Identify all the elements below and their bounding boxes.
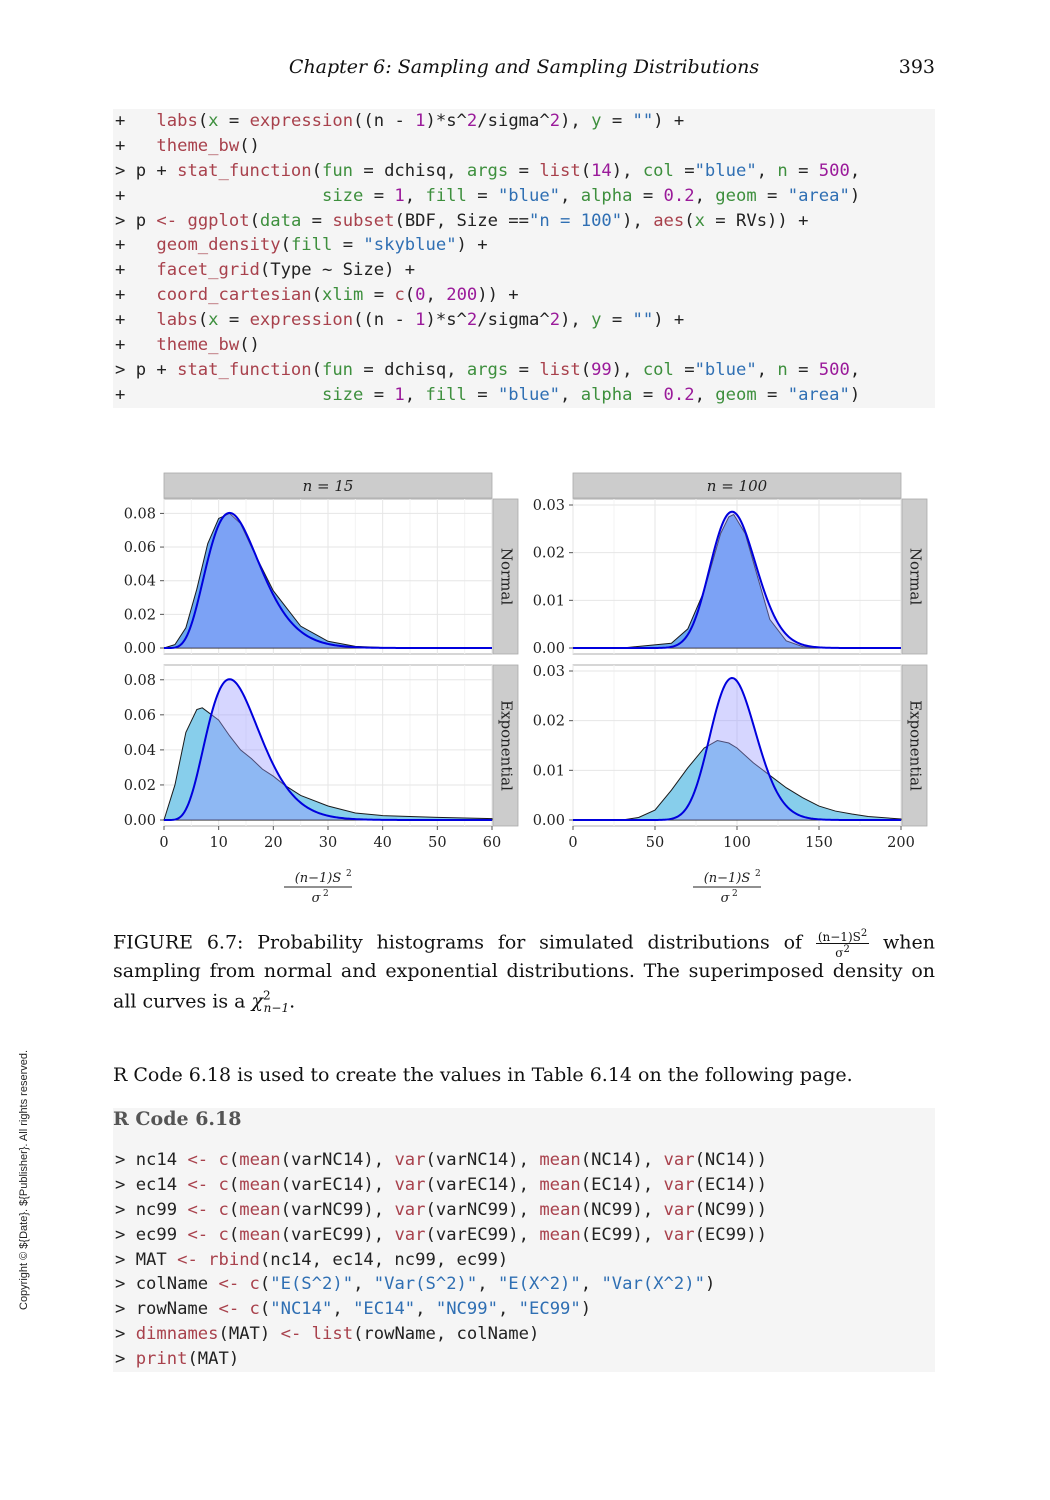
code2-line-4: > ec99 <- c(mean(varEC99), var(varEC99),… [115,1224,768,1245]
page-number: 393 [898,56,935,78]
code1-line-3: > p + stat_function(fun = dchisq, args =… [115,160,861,181]
ytick-label-right-normal-0: 0.00 [533,641,565,657]
code1-line-12: + size = 1, fill = "blue", alpha = 0.2, … [115,384,861,405]
xtick-label-left-5: 50 [428,835,446,851]
code2-line-9: > print(MAT) [115,1349,240,1370]
chisq-fill-left-normal [164,512,492,648]
strip-right-label-left-normal: Normal [498,548,516,605]
ytick-label-left-exponential-0: 0.00 [124,813,156,829]
xtick-label-right-1: 50 [646,835,664,851]
xlabel-num-left: (n−1)S [295,871,342,886]
chisq-curve-right-exponential [573,677,901,821]
code1-line-6: + geom_density(fill = "skyblue") + [115,235,488,256]
code1-line-11: > p + stat_function(fun = dchisq, args =… [115,359,861,380]
figure-caption: FIGURE 6.7: Probability histograms for s… [113,928,935,1016]
ytick-label-right-normal-2: 0.02 [533,546,565,562]
xtick-label-left-2: 20 [264,835,282,851]
strip-right-label-left-exponential: Exponential [498,700,516,791]
code1-line-9: + labs(x = expression((n - 1)*s^2/sigma^… [115,310,685,331]
strip-right-left-exponential [492,664,519,827]
chi-square-symbol: χ2n−1 [251,989,290,1016]
strip-top-right [572,472,902,499]
caption-frac-den: σ [835,946,844,960]
ytick-label-right-exponential-1: 0.01 [533,763,565,779]
chisq-curve-right-normal [573,510,901,649]
code1-line-7: + facet_grid(Type ~ Size) + [115,260,416,281]
empirical-density-left-exponential [163,707,493,821]
code1-line-4: + size = 1, fill = "blue", alpha = 0.2, … [115,185,861,206]
chisq-fill-right-normal [573,511,901,648]
xtick-label-right-0: 0 [568,835,577,851]
code-block-ggplot: + labs(x = expression((n - 1)*s^2/sigma^… [113,109,935,408]
xtick-label-left-3: 30 [319,835,337,851]
strip-right-left-normal [492,498,519,655]
ytick-label-right-exponential-2: 0.02 [533,714,565,730]
chisq-fill-right-exponential [573,678,901,820]
code2-line-1: > nc14 <- c(mean(varNC14), var(varNC14),… [115,1150,768,1170]
code-title: R Code 6.18 [113,1108,242,1130]
code2-line-8: > dimnames(MAT) <- list(rowName, colName… [115,1324,540,1345]
ytick-label-left-exponential-2: 0.04 [124,743,156,759]
chisq-fill-left-exponential [164,679,492,820]
code2-line-2: > ec14 <- c(mean(varEC14), var(varEC14),… [115,1174,768,1195]
caption-prefix: FIGURE 6.7: Probability histograms for s… [113,931,803,954]
strip-top-label-left: n = 15 [303,477,354,495]
strip-right-right-exponential [901,664,928,827]
strip-right-label-right-exponential: Exponential [907,700,925,791]
code2-line-6: > colName <- c("E(S^2)", "Var(S^2)", "E(… [115,1274,716,1295]
code2-line-3: > nc99 <- c(mean(varNC99), var(varNC99),… [115,1199,768,1220]
chisq-curve-left-normal [164,511,492,649]
ytick-label-right-exponential-3: 0.03 [533,664,565,680]
running-head: Chapter 6: Sampling and Sampling Distrib… [288,56,760,78]
xtick-label-left-0: 0 [159,835,168,851]
code-title-box: R Code 6.18 [113,1108,935,1148]
ytick-label-right-normal-3: 0.03 [533,498,565,514]
strip-right-label-right-normal: Normal [907,548,925,605]
code-block-matrix: > nc14 <- c(mean(varNC14), var(varNC14),… [113,1148,935,1373]
xtick-label-left-1: 10 [209,835,227,851]
ytick-label-left-exponential-4: 0.08 [124,673,156,689]
code1-line-5: > p <- ggplot(data = subset(BDF, Size ==… [115,210,809,231]
ytick-label-left-normal-4: 0.08 [124,506,156,522]
xtick-label-left-6: 60 [483,835,501,851]
caption-fraction: (n−1)S2 σ2 [815,928,870,960]
code1-line-10: + theme_bw() [115,335,260,356]
figure-6-7: n = 15 0.00 0.02 0.04 0.06 0.08 Normal 0.00 0.02… [124,472,928,905]
ytick-label-left-normal-1: 0.02 [124,607,156,623]
xlabel-num-exp-right: 2 [755,869,761,879]
ytick-label-right-exponential-0: 0.00 [533,813,565,829]
ytick-label-right-normal-1: 0.01 [533,593,565,609]
xlabel-den-exp-right: 2 [732,889,738,899]
ytick-label-left-exponential-1: 0.02 [124,778,156,794]
caption-frac-num: (n−1)S [817,930,861,944]
code1-line-1: + labs(x = expression((n - 1)*s^2/sigma^… [115,111,685,131]
code2-line-5: > MAT <- rbind(nc14, ec14, nc99, ec99) [115,1249,509,1270]
strip-right-right-normal [901,498,928,655]
xtick-label-right-2: 100 [723,835,751,851]
xlabel-num-exp-left: 2 [346,869,352,879]
caption-suffix: when sampling from normal and exponentia… [113,931,935,1013]
ytick-label-left-exponential-3: 0.06 [124,708,156,724]
strip-top-label-right: n = 100 [707,477,768,495]
xtick-label-right-4: 200 [887,835,915,851]
xlabel-den-right: σ [721,891,731,905]
ytick-label-left-normal-0: 0.00 [124,641,156,657]
xtick-label-right-3: 150 [805,835,833,851]
strip-top-left [163,472,493,499]
chisq-curve-left-exponential [164,678,492,821]
xlabel-den-exp-left: 2 [323,889,329,899]
body-paragraph: R Code 6.18 is used to create the values… [113,1064,853,1086]
page-header: Chapter 6: Sampling and Sampling Distrib… [113,56,935,82]
copyright-notice: Copyright © ${Date}. ${Publisher}. All r… [18,1049,30,1310]
xlabel-num-right: (n−1)S [704,871,751,886]
ytick-label-left-normal-2: 0.04 [124,574,156,590]
code1-line-2: + theme_bw() [115,135,260,156]
xlabel-den-left: σ [312,891,322,905]
xtick-label-left-4: 40 [373,835,391,851]
code1-line-8: + coord_cartesian(xlim = c(0, 200)) + [115,285,519,306]
ytick-label-left-normal-3: 0.06 [124,540,156,556]
code2-line-7: > rowName <- c("NC14", "EC14", "NC99", "… [115,1299,592,1320]
